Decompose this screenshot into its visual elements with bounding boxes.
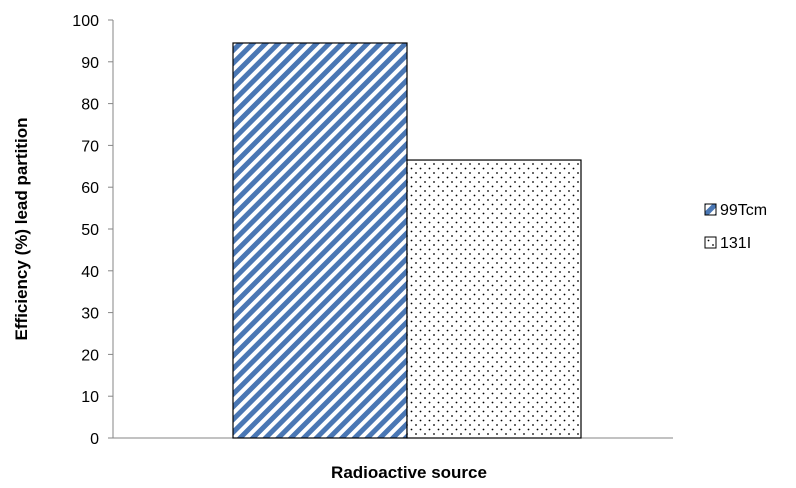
legend-swatch-131i (704, 236, 717, 249)
y-tick-label: 0 (90, 431, 99, 448)
legend-swatch-99tcm (704, 203, 717, 216)
y-axis-title: Efficiency (%) lead partition (12, 118, 31, 341)
legend: 99Tcm 131I (704, 202, 767, 252)
y-tick-label: 60 (81, 180, 99, 197)
y-tick-label: 40 (81, 264, 99, 281)
bar-99tcm (232, 42, 408, 439)
y-tick-label: 30 (81, 306, 99, 323)
bars (232, 42, 582, 439)
legend-label-131i: 131I (720, 235, 751, 252)
y-axis-ticks: 0 10 20 30 40 50 60 70 80 90 100 (72, 13, 113, 448)
x-axis-title: Radioactive source (331, 463, 487, 482)
bar-131i (406, 159, 582, 439)
y-tick-label: 10 (81, 389, 99, 406)
y-tick-label: 70 (81, 138, 99, 155)
y-tick-label: 90 (81, 55, 99, 72)
y-tick-label: 80 (81, 97, 99, 114)
legend-label-99tcm: 99Tcm (720, 202, 767, 219)
y-tick-label: 100 (72, 13, 99, 30)
y-tick-label: 50 (81, 222, 99, 239)
y-tick-label: 20 (81, 347, 99, 364)
